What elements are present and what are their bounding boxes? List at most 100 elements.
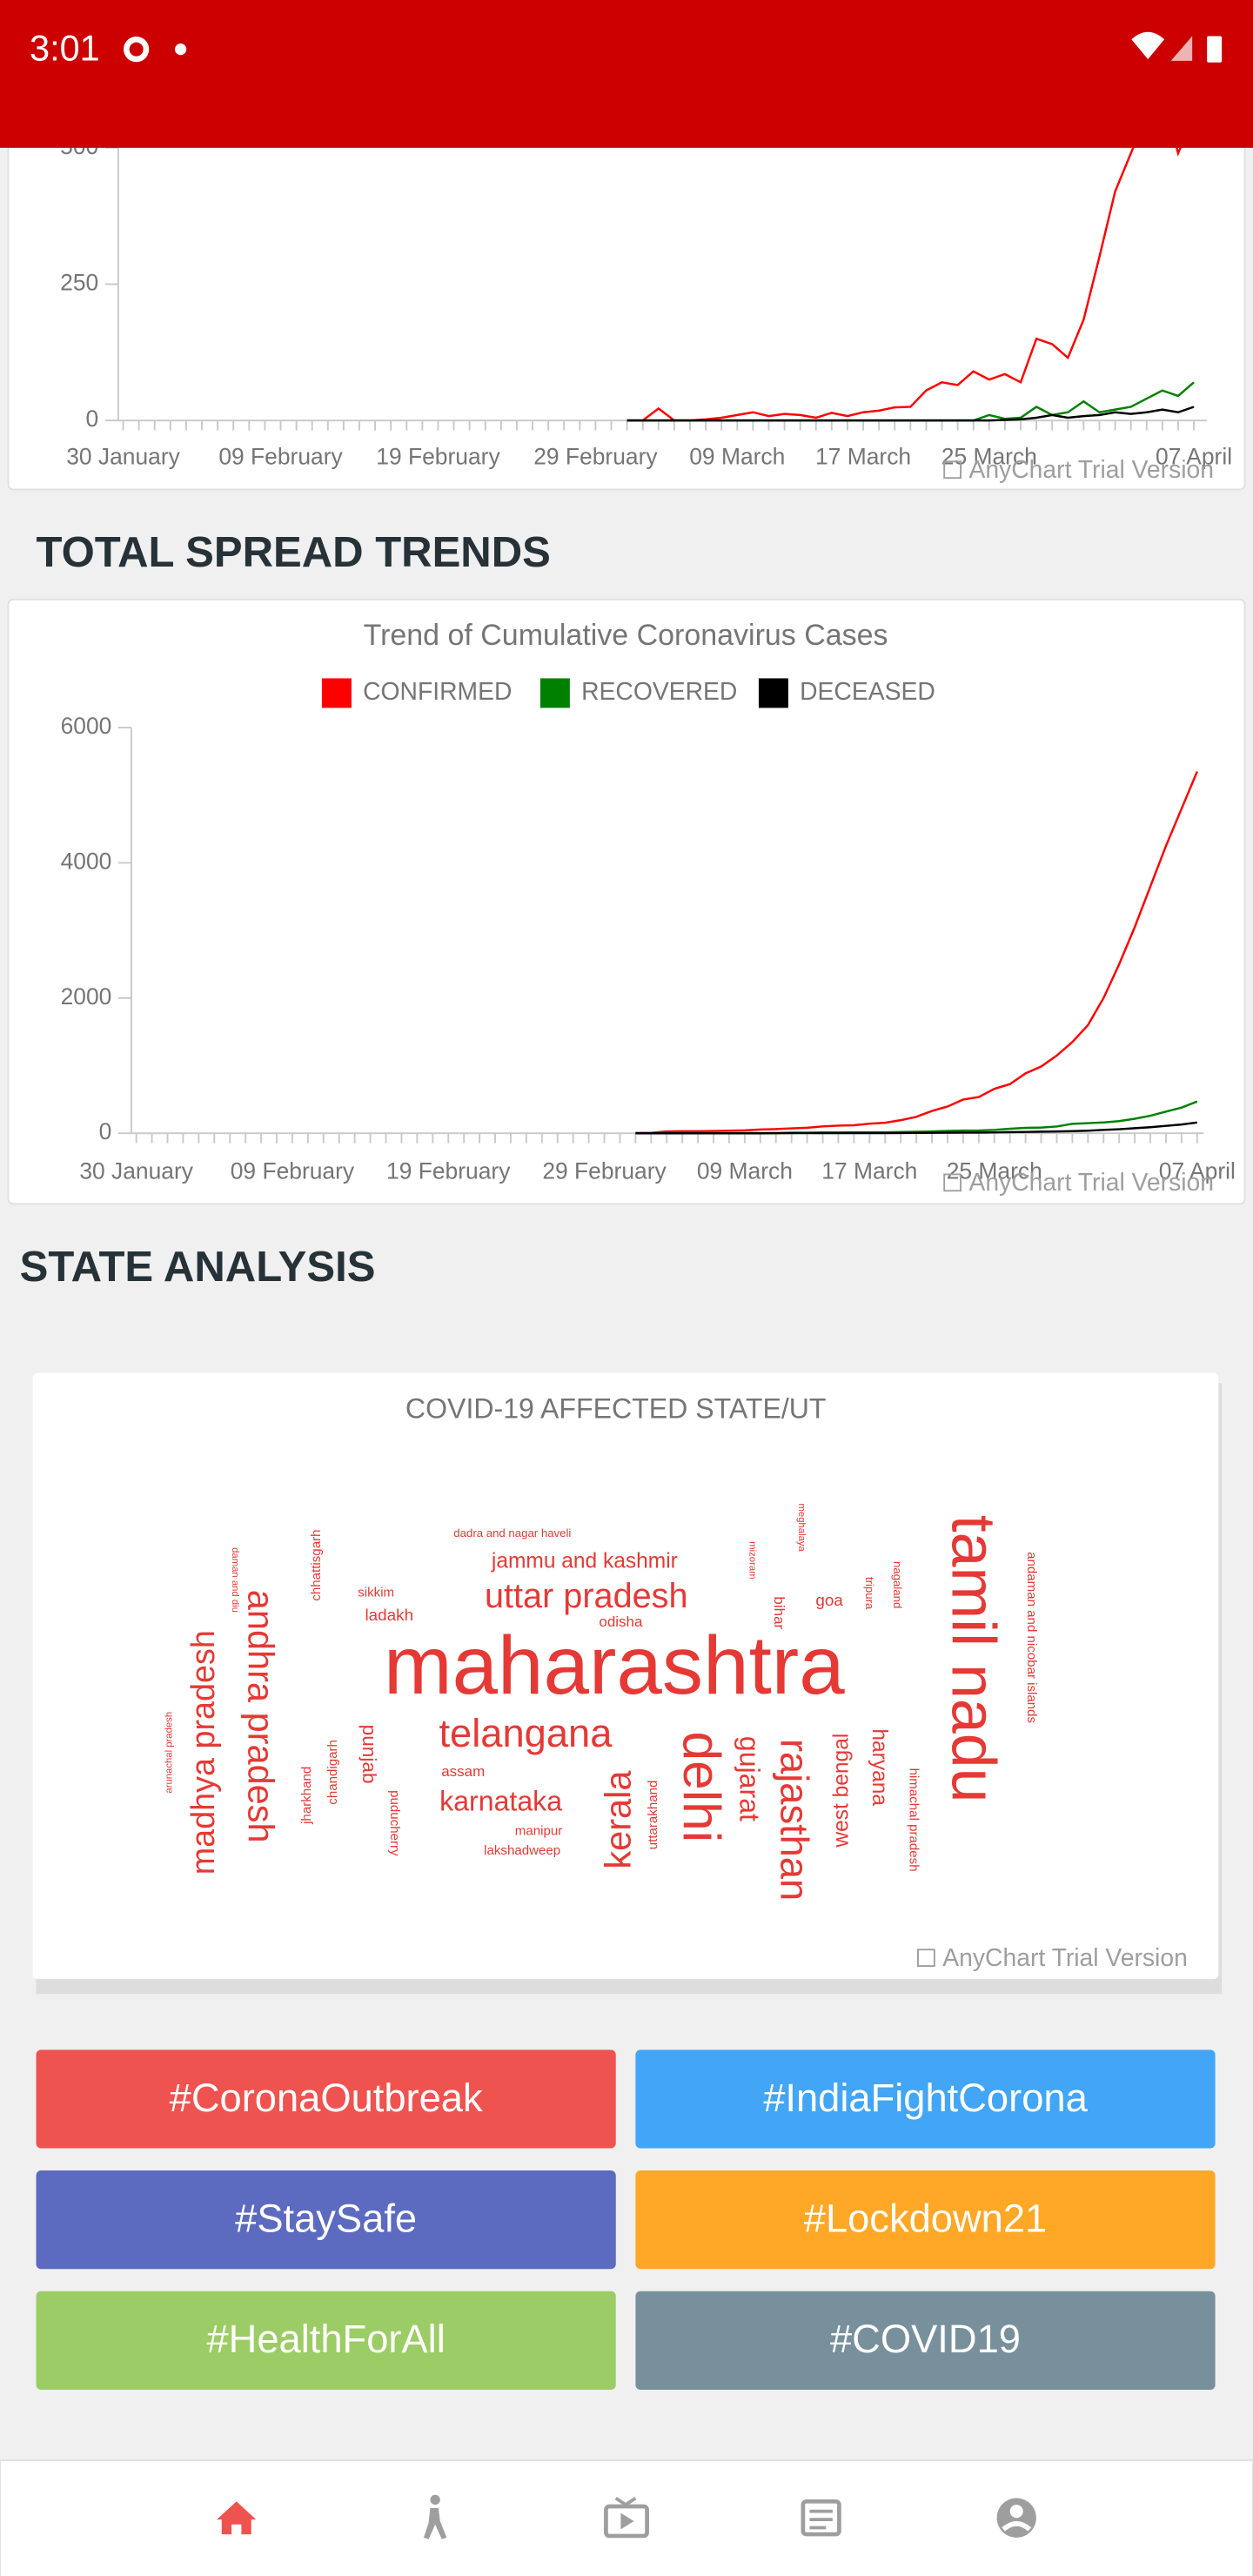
battery-icon — [1207, 36, 1223, 63]
word: mizoram — [747, 1541, 757, 1579]
x-tick-label: 29 February — [533, 444, 658, 470]
word: chandigarh — [325, 1740, 340, 1805]
watermark-icon — [917, 1949, 935, 1968]
x-tick-label: 09 March — [697, 1157, 793, 1184]
word: jammu and kashmir — [491, 1549, 678, 1573]
word: assam — [441, 1763, 485, 1780]
watermark: AnyChart Trial Version — [942, 1943, 1188, 1971]
hashtag-button[interactable] — [635, 2049, 1216, 2149]
watermark-icon — [943, 1173, 962, 1192]
hashtag-button[interactable] — [635, 2291, 1216, 2390]
watermark: AnyChart Trial Version — [968, 455, 1214, 483]
word: jharkhand — [299, 1767, 314, 1825]
settings-icon — [124, 36, 150, 63]
word: odisha — [599, 1613, 643, 1630]
word: tamil nadu — [939, 1515, 1008, 1803]
word: himachal pradesh — [906, 1768, 921, 1872]
nav-walk[interactable] — [423, 2494, 447, 2539]
hashtag-button[interactable] — [36, 2291, 616, 2390]
word: rajasthan — [773, 1739, 817, 1901]
word: madhya pradesh — [184, 1630, 221, 1875]
word: manipur — [515, 1823, 562, 1838]
word: arunachal pradesh — [164, 1712, 174, 1794]
x-tick-label: 19 February — [386, 1157, 511, 1184]
word: andhra pradesh — [240, 1590, 281, 1843]
word: meghalaya — [796, 1503, 807, 1552]
notification-icon — [174, 44, 187, 56]
series-line — [635, 771, 1198, 1135]
x-tick-label: 09 February — [218, 444, 343, 470]
nav-home[interactable] — [217, 2501, 257, 2535]
status-time: 3:01 — [30, 27, 100, 68]
word: chhattisgarh — [309, 1529, 324, 1600]
signal-icon — [1170, 36, 1193, 61]
series-line — [626, 91, 1196, 422]
x-tick-label: 07 April — [1156, 444, 1232, 470]
watermark: AnyChart Trial Version — [968, 1168, 1214, 1196]
x-tick-label: 17 March — [821, 1157, 917, 1184]
legend-label: DECEASED — [800, 677, 935, 705]
word: uttar pradesh — [485, 1577, 688, 1615]
series-line — [626, 406, 1195, 422]
hashtag-label[interactable]: #COVID19 — [830, 2317, 1021, 2361]
word: andaman and nicobar islands — [1024, 1552, 1039, 1723]
legend-swatch — [758, 678, 788, 708]
word: gujarat — [734, 1736, 765, 1821]
word: haryana — [868, 1728, 891, 1806]
y-tick-label: 0 — [99, 1118, 112, 1144]
section-title: STATE ANALYSIS — [20, 1244, 376, 1291]
word: telangana — [439, 1711, 613, 1755]
wifi-icon — [1131, 31, 1165, 59]
legend-swatch — [539, 678, 570, 708]
word-cloud: maharashtra tamil nadu uttar pradesh telang… — [164, 1503, 1039, 1901]
y-tick-label: 0 — [86, 406, 99, 432]
word: punjab — [358, 1725, 380, 1784]
series-line — [635, 1121, 1197, 1135]
hashtag-label[interactable]: #IndiaFightCorona — [763, 2076, 1088, 2120]
nav-news[interactable] — [801, 2499, 841, 2537]
y-tick-label: 4000 — [61, 848, 112, 874]
chart-title: Trend of Cumulative Coronavirus Cases — [364, 619, 888, 652]
word: goa — [815, 1591, 843, 1609]
legend-label: CONFIRMED — [363, 677, 512, 705]
status-bar — [0, 0, 1253, 148]
word: puducherry — [387, 1790, 402, 1856]
hashtag-label[interactable]: #StaySafe — [235, 2197, 417, 2241]
word: bihar — [771, 1596, 787, 1629]
legend-swatch — [321, 678, 352, 708]
x-tick-label: 17 March — [815, 444, 911, 470]
y-tick-label: 2000 — [61, 983, 112, 1010]
x-tick-label: 25 March — [941, 444, 1037, 470]
hashtag-grid: #CoronaOutbreak #IndiaFightCorona #StaySaf… — [36, 2049, 1216, 2390]
x-tick-label: 30 January — [66, 444, 180, 470]
nav-profile[interactable] — [996, 2498, 1036, 2538]
nav-video[interactable] — [604, 2496, 649, 2539]
hashtag-button[interactable] — [635, 2170, 1216, 2270]
word: nagaland — [891, 1561, 904, 1608]
word-cloud-title: COVID-19 AFFECTED STATE/UT — [405, 1393, 827, 1425]
word: uttarakhand — [646, 1781, 660, 1850]
watermark-icon — [943, 460, 962, 480]
word: karnataka — [439, 1786, 562, 1817]
hashtag-button[interactable] — [36, 2170, 616, 2270]
y-tick-label: 250 — [60, 269, 98, 295]
hashtag-label[interactable]: #Lockdown21 — [804, 2197, 1047, 2241]
x-tick-label: 09 March — [689, 444, 785, 470]
x-tick-label: 09 February — [231, 1157, 355, 1184]
cumulative-card — [7, 598, 1246, 1205]
word: delhi — [673, 1732, 732, 1843]
word: sikkim — [358, 1586, 394, 1600]
hashtag-label[interactable]: #HealthForAll — [206, 2317, 445, 2361]
section-title: TOTAL SPREAD TRENDS — [37, 529, 551, 576]
word: ladakh — [365, 1606, 413, 1624]
x-tick-label: 25 March — [947, 1157, 1042, 1184]
x-tick-label: 19 February — [376, 444, 500, 470]
word: lakshadweep — [484, 1843, 560, 1858]
hashtag-button[interactable] — [36, 2049, 616, 2149]
cumulative-chart: 0 2000 4000 6000 30 January 09 February 19 Feb… — [61, 619, 1236, 1196]
hashtag-label[interactable]: #CoronaOutbreak — [170, 2076, 483, 2120]
x-tick-label: 30 January — [79, 1157, 193, 1184]
